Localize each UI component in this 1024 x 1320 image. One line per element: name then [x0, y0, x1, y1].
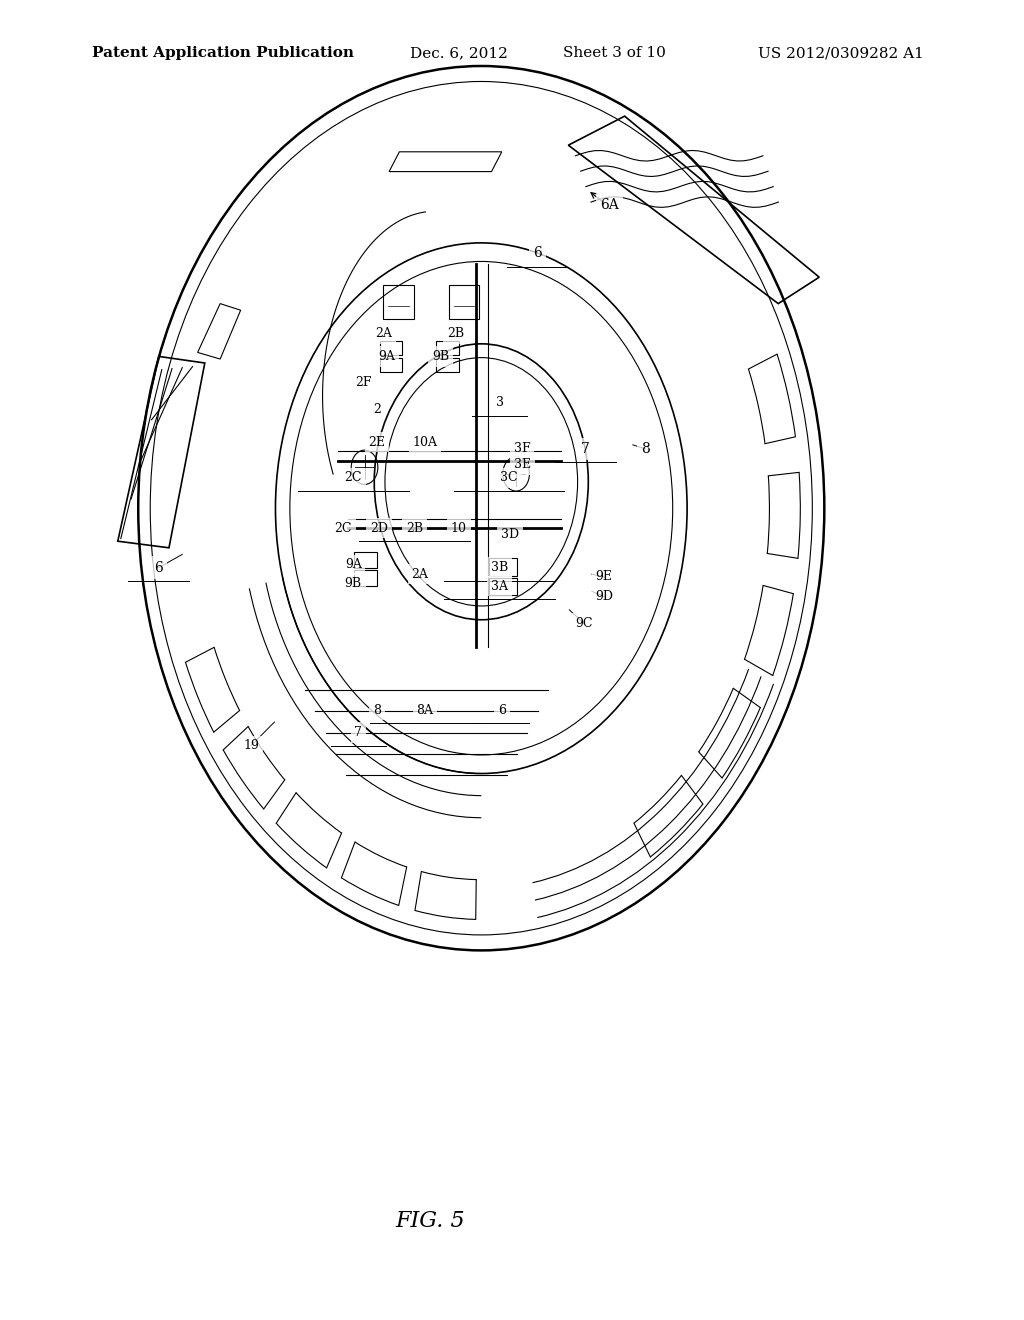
Text: 2E: 2E	[369, 436, 385, 449]
Text: 10A: 10A	[413, 436, 437, 449]
Text: 8A: 8A	[417, 704, 433, 717]
Text: 3B: 3B	[492, 561, 508, 574]
Text: 7: 7	[354, 726, 362, 739]
Text: 3: 3	[496, 396, 504, 409]
Text: Dec. 6, 2012: Dec. 6, 2012	[410, 46, 508, 61]
Text: 2C: 2C	[334, 521, 352, 535]
Text: 7: 7	[582, 442, 590, 455]
Text: 9E: 9E	[596, 570, 612, 583]
Text: 3A: 3A	[492, 579, 508, 593]
Text: 9A: 9A	[345, 558, 361, 572]
Text: 3D: 3D	[501, 528, 519, 541]
Text: 10: 10	[451, 521, 467, 535]
Text: 6: 6	[534, 247, 542, 260]
Text: 2D: 2D	[370, 521, 388, 535]
Text: Sheet 3 of 10: Sheet 3 of 10	[563, 46, 666, 61]
Text: 2A: 2A	[376, 327, 392, 341]
Bar	[436, 341, 459, 355]
Bar	[449, 285, 479, 319]
Bar	[436, 358, 459, 372]
Bar	[489, 578, 517, 595]
Text: 8: 8	[641, 442, 649, 455]
Text: 3E: 3E	[514, 458, 530, 471]
Text: 6: 6	[155, 561, 163, 574]
Text: 3C: 3C	[500, 471, 518, 484]
Text: 3F: 3F	[514, 442, 530, 455]
Text: 2A: 2A	[412, 568, 428, 581]
Text: 6A: 6A	[600, 198, 618, 211]
Text: 9D: 9D	[595, 590, 613, 603]
Text: 8: 8	[373, 704, 381, 717]
Text: 2F: 2F	[355, 376, 372, 389]
Text: 2B: 2B	[447, 327, 464, 341]
Text: 9A: 9A	[379, 350, 395, 363]
Bar	[354, 552, 377, 568]
Text: 9B: 9B	[345, 577, 361, 590]
Text: 9C: 9C	[574, 616, 593, 630]
Text: 19: 19	[243, 739, 259, 752]
Text: 6: 6	[498, 704, 506, 717]
Bar	[354, 570, 377, 586]
Bar	[383, 285, 414, 319]
Text: Patent Application Publication: Patent Application Publication	[92, 46, 354, 61]
Bar	[380, 358, 402, 372]
Bar	[489, 558, 517, 576]
Text: 2B: 2B	[407, 521, 423, 535]
Text: 2: 2	[373, 403, 381, 416]
Text: FIG. 5: FIG. 5	[395, 1210, 465, 1232]
Bar	[380, 341, 402, 355]
Text: 2C: 2C	[344, 471, 362, 484]
Text: 9B: 9B	[432, 350, 449, 363]
Text: US 2012/0309282 A1: US 2012/0309282 A1	[758, 46, 924, 61]
